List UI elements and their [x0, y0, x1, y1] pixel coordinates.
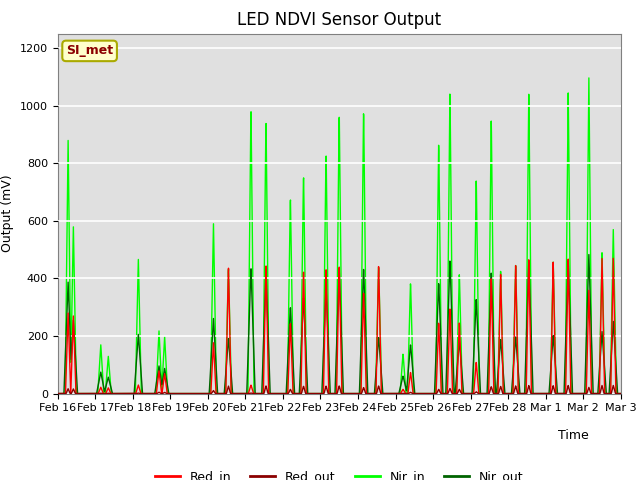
Red_in [294, 391, 302, 396]
Red_out [606, 391, 614, 396]
Y-axis label: Output (mV): Output (mV) [1, 175, 14, 252]
Nir_out [606, 377, 614, 383]
Text: Time: Time [558, 429, 589, 442]
Nir_in [118, 391, 125, 396]
Nir_out [617, 391, 625, 396]
Nir_in [617, 391, 625, 396]
Line: Nir_in: Nir_in [58, 78, 621, 394]
Legend: Red_in, Red_out, Nir_in, Nir_out: Red_in, Red_out, Nir_in, Nir_out [150, 465, 529, 480]
Nir_in [152, 391, 159, 396]
Red_in [54, 391, 61, 396]
Nir_in [294, 391, 302, 396]
Red_out [269, 391, 277, 396]
Red_in [118, 391, 125, 396]
Nir_out [54, 391, 61, 396]
Nir_in [606, 391, 614, 396]
Red_in [545, 391, 553, 396]
Red_in [269, 391, 277, 396]
Nir_out [118, 391, 125, 396]
Title: LED NDVI Sensor Output: LED NDVI Sensor Output [237, 11, 441, 29]
Red_out [118, 391, 125, 396]
Nir_out [294, 391, 302, 396]
Line: Red_out: Red_out [58, 385, 621, 394]
Nir_in [585, 75, 593, 81]
Nir_out [152, 387, 159, 393]
Nir_out [585, 252, 593, 257]
Red_out [54, 391, 61, 396]
Nir_out [269, 391, 277, 396]
Red_in [152, 391, 159, 396]
Nir_in [54, 391, 61, 396]
Red_in [606, 391, 614, 396]
Red_out [152, 391, 159, 396]
Red_out [609, 383, 617, 388]
Red_out [617, 391, 625, 396]
Line: Nir_out: Nir_out [58, 254, 621, 394]
Line: Red_in: Red_in [58, 258, 621, 394]
Nir_in [545, 391, 553, 396]
Text: SI_met: SI_met [66, 44, 113, 58]
Red_in [609, 255, 617, 261]
Red_out [294, 391, 302, 396]
Nir_in [269, 391, 277, 396]
Nir_out [545, 390, 553, 396]
Red_out [545, 391, 553, 396]
Red_in [617, 391, 625, 396]
